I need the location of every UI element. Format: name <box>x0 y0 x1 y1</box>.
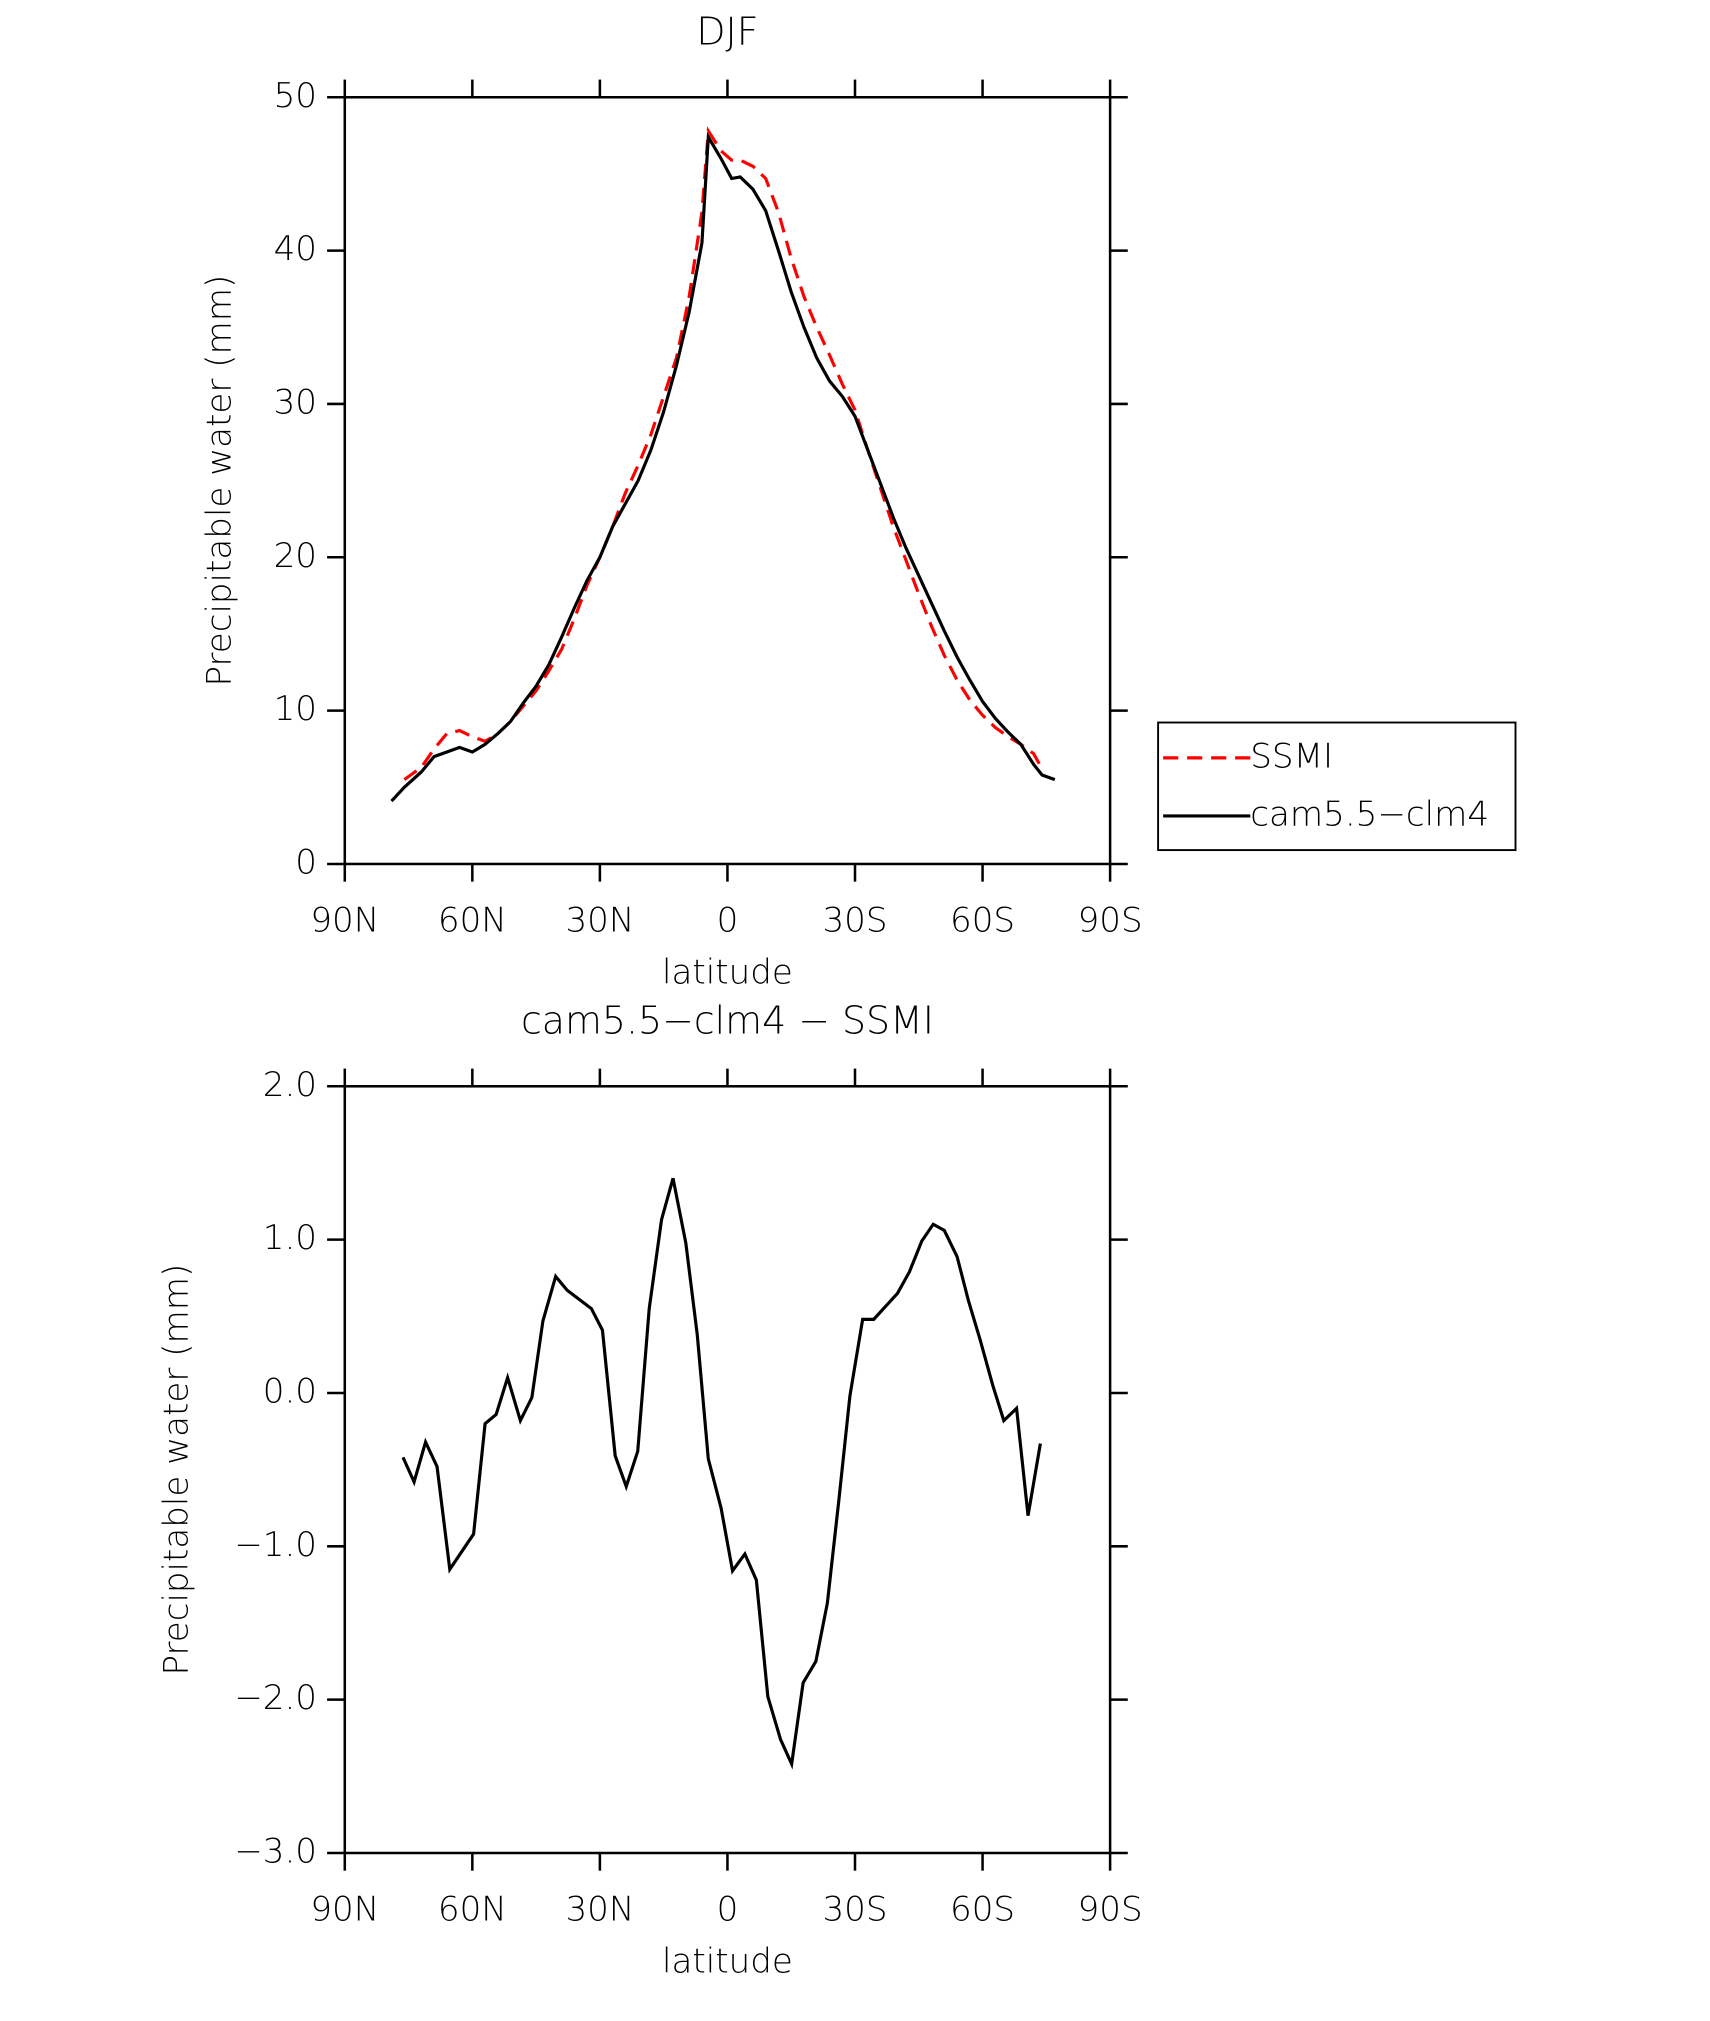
plot-frame <box>343 95 1112 866</box>
y-tick-label: 50 <box>274 76 317 116</box>
line <box>390 131 1056 803</box>
y-tick-label: 10 <box>274 689 317 729</box>
y-tick-label: 0.0 <box>263 1371 317 1411</box>
y-tick-label: −2.0 <box>234 1678 317 1718</box>
chart-title: cam5.5−clm4 − SSMI <box>521 999 934 1043</box>
x-tick-label: 0 <box>717 1890 739 1930</box>
x-tick-label: 30S <box>822 901 887 941</box>
y-tick-label: −3.0 <box>234 1832 317 1872</box>
x-tick-label: 30N <box>565 901 634 941</box>
y-tick-label: 30 <box>274 382 317 422</box>
plot-frame <box>343 1085 1112 1855</box>
x-tick-label: 60S <box>950 1890 1015 1930</box>
x-axis-label: latitude <box>662 1941 793 1981</box>
chart-title: DJF <box>696 10 758 54</box>
x-tick-label: 60N <box>438 901 507 941</box>
line <box>403 126 1044 781</box>
x-tick-label: 60N <box>438 1890 507 1930</box>
x-tick-label: 90S <box>1078 901 1143 941</box>
y-tick-label: −1.0 <box>234 1525 317 1565</box>
x-tick-label: 0 <box>717 901 739 941</box>
legend-label: SSMI <box>1250 736 1333 776</box>
y-axis-label: Precipitable water (mm) <box>157 1264 197 1676</box>
x-tick-label: 90S <box>1078 1890 1143 1930</box>
y-tick-label: 40 <box>274 229 317 269</box>
y-axis-label: Precipitable water (mm) <box>200 275 240 687</box>
x-tick-label: 90N <box>310 901 379 941</box>
legend-box <box>1157 721 1517 852</box>
x-axis-label: latitude <box>662 952 793 992</box>
x-tick-label: 90N <box>310 1890 379 1930</box>
x-tick-label: 30S <box>822 1890 887 1930</box>
y-tick-label: 20 <box>274 536 317 576</box>
legend-label: cam5.5−clm4 <box>1250 794 1489 834</box>
y-tick-label: 1.0 <box>263 1218 317 1258</box>
y-tick-label: 0 <box>295 842 317 882</box>
line <box>401 1177 1042 1770</box>
x-tick-label: 60S <box>950 901 1015 941</box>
x-tick-label: 30N <box>565 1890 634 1930</box>
y-tick-label: 2.0 <box>263 1065 317 1105</box>
